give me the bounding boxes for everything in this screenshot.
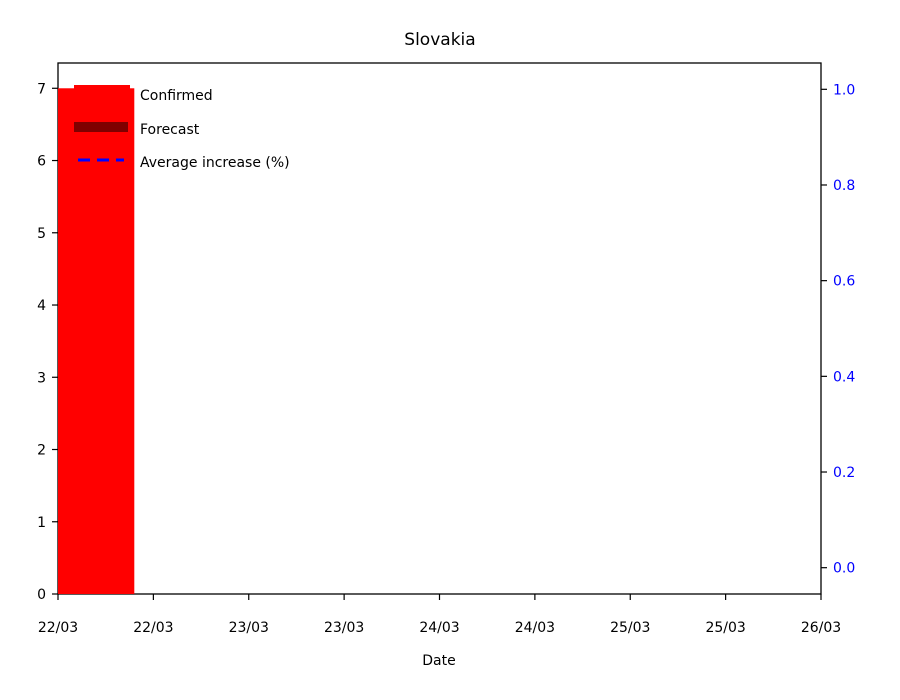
x-tick-label: 23/03 [229, 620, 269, 636]
y2-tick-label: 0.6 [833, 274, 855, 290]
y2-tick-label: 1.0 [833, 82, 855, 98]
x-axis: 22/03 22/03 23/03 23/03 24/03 24/03 25/03 25/03… [38, 594, 841, 636]
x-tick-label: 23/03 [324, 620, 364, 636]
x-axis-label: Date [422, 653, 455, 669]
y-tick-label: 0 [37, 587, 46, 603]
legend-swatch-confirmed [74, 85, 130, 101]
y-tick-label: 3 [37, 370, 46, 386]
y2-tick-label: 0.4 [833, 369, 855, 385]
legend-label-forecast: Forecast [140, 122, 200, 138]
x-tick-label: 24/03 [515, 620, 555, 636]
y-tick-label: 6 [37, 154, 46, 170]
y2-tick-label: 0.8 [833, 178, 855, 194]
x-tick-label: 25/03 [705, 620, 745, 636]
plot-frame [57, 62, 822, 595]
x-tick-label: 22/03 [133, 620, 173, 636]
x-tick-label: 26/03 [801, 620, 841, 636]
x-tick-label: 22/03 [38, 620, 78, 636]
y-axis-right: 0.0 0.2 0.4 0.6 0.8 1.0 [821, 82, 855, 577]
y-tick-label: 1 [37, 515, 46, 531]
y-tick-label: 5 [37, 226, 46, 242]
y-tick-label: 7 [37, 81, 46, 97]
y2-tick-label: 0.0 [833, 561, 855, 577]
x-tick-label: 25/03 [610, 620, 650, 636]
y-axis-left: 0 1 2 3 4 5 6 7 [37, 81, 58, 603]
bar-confirmed [58, 88, 135, 595]
y-tick-label: 4 [37, 298, 46, 314]
legend-label-average-increase: Average increase (%) [140, 155, 290, 171]
bars-group [58, 88, 135, 595]
y-tick-label: 2 [37, 443, 46, 459]
legend: Confirmed Forecast Average increase (%) [74, 85, 290, 171]
y2-tick-label: 0.2 [833, 465, 855, 481]
legend-label-confirmed: Confirmed [140, 88, 213, 104]
chart-title: Slovakia [404, 30, 475, 50]
x-tick-label: 24/03 [419, 620, 459, 636]
